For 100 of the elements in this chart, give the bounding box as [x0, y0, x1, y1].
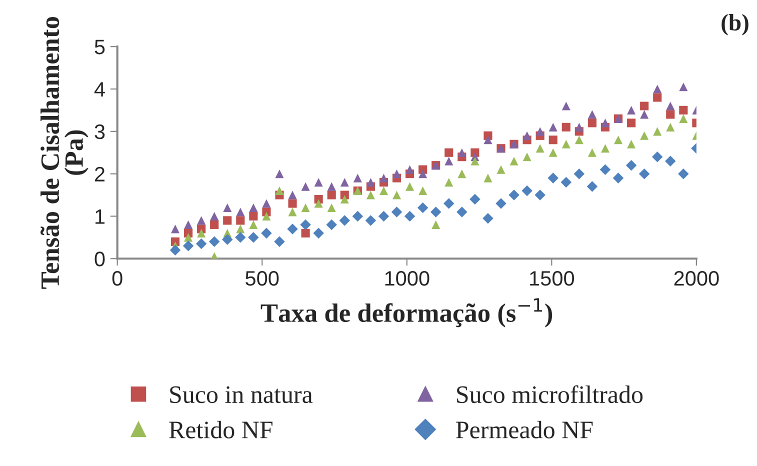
point [484, 174, 492, 182]
point [548, 172, 558, 184]
point [574, 168, 585, 180]
point [614, 136, 623, 144]
point [235, 232, 246, 243]
y-tick-label: 5 [94, 40, 105, 54]
point [418, 170, 428, 178]
point [562, 102, 570, 110]
point [314, 199, 323, 208]
point [600, 144, 610, 153]
point [496, 165, 506, 174]
point [352, 210, 364, 222]
point [484, 136, 492, 144]
point [444, 178, 454, 187]
point [210, 220, 219, 229]
point [236, 224, 245, 234]
point [444, 148, 454, 157]
point [627, 106, 636, 114]
x-tick-label: 1500 [530, 270, 574, 286]
point [496, 198, 506, 209]
point [406, 182, 414, 191]
point [432, 220, 440, 229]
y-axis-title: Tensão de Cisalhamento (Pa) [40, 17, 88, 289]
point [340, 194, 349, 204]
point [534, 190, 546, 200]
point [170, 244, 181, 256]
point [249, 220, 258, 229]
point [417, 202, 428, 214]
legend-label: Permeado NF [456, 420, 593, 438]
point [666, 122, 675, 132]
x-axis-title: Taxa de deformação (s$^{−1}$) [260, 298, 552, 328]
point [313, 228, 324, 239]
point [653, 127, 662, 136]
point [588, 148, 596, 157]
point [560, 176, 572, 188]
point [536, 127, 544, 136]
point [379, 174, 388, 182]
point [574, 136, 584, 144]
legend-label: Suco in natura [170, 386, 313, 404]
point [184, 233, 193, 242]
point [600, 118, 610, 128]
point [418, 186, 428, 196]
point [653, 84, 662, 94]
point [666, 102, 675, 110]
point [679, 82, 688, 92]
point [586, 181, 598, 192]
point [638, 168, 650, 180]
point [510, 156, 518, 166]
point [170, 224, 180, 234]
point [210, 212, 219, 221]
point [392, 190, 402, 200]
point [666, 110, 675, 119]
point [327, 190, 336, 200]
point [562, 140, 570, 148]
point [196, 238, 207, 250]
point [652, 151, 663, 162]
point [522, 131, 532, 140]
point [339, 215, 350, 226]
y-tick-label: 4 [94, 82, 105, 97]
point [456, 206, 468, 218]
point [588, 118, 596, 128]
point [574, 122, 584, 132]
point [262, 212, 271, 221]
x-tick-label: 2000 [674, 270, 719, 286]
point [562, 122, 570, 132]
x-tick-label: 1000 [385, 270, 430, 286]
x-tick-label: 0 [112, 270, 122, 286]
point [470, 156, 480, 166]
point [392, 170, 402, 178]
point [588, 110, 596, 119]
point [248, 232, 259, 243]
point [222, 234, 233, 245]
legend-label: Suco microfiltrado [457, 385, 643, 404]
point [366, 190, 375, 200]
point [301, 228, 310, 238]
point [600, 164, 611, 175]
point [458, 170, 466, 178]
point [404, 210, 416, 222]
point [665, 156, 676, 166]
point [391, 206, 402, 218]
point [249, 212, 258, 221]
point [482, 212, 494, 224]
point [274, 236, 285, 248]
point [197, 228, 206, 238]
point [288, 208, 297, 216]
point [443, 198, 454, 209]
point [548, 136, 558, 144]
point [522, 152, 532, 162]
point [379, 186, 388, 196]
point [536, 144, 544, 153]
point [470, 194, 480, 205]
point [326, 219, 337, 230]
point [249, 203, 258, 212]
point [458, 148, 466, 157]
y-tick-label: 1 [96, 209, 105, 224]
legend-label: Retido NF [169, 420, 272, 438]
point [678, 168, 689, 180]
point [223, 216, 232, 225]
point [378, 210, 390, 222]
point [236, 208, 245, 216]
